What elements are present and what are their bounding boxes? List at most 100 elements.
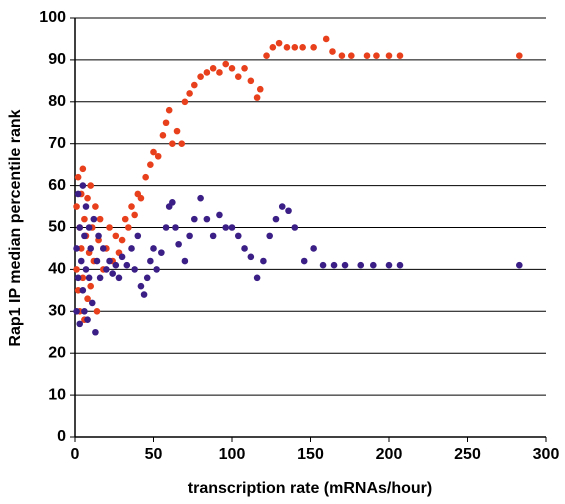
y-tick-label: 60 [48,177,66,194]
point [118,236,126,244]
point [74,190,82,198]
point [158,249,165,256]
point [291,44,299,51]
point [197,194,204,202]
point [112,261,120,269]
point [186,90,193,97]
point [247,77,255,85]
point [154,152,162,160]
point [256,85,264,93]
y-tick-label: 20 [48,344,66,361]
point [142,173,149,181]
point [373,52,380,60]
point [162,119,170,127]
y-tick-label: 40 [48,261,66,278]
point [76,320,84,328]
point [137,282,145,290]
point [147,257,154,265]
point [123,261,131,269]
point [234,73,242,80]
point [172,224,179,231]
point [128,203,135,210]
point [150,148,157,156]
point [106,224,113,231]
point [341,261,349,269]
point [85,224,93,231]
point [131,211,138,219]
point [79,287,87,294]
point [165,106,173,114]
point [216,211,223,219]
x-tick-label: 250 [454,446,481,463]
point [253,274,261,282]
point [197,73,204,80]
point [159,132,167,139]
point [143,274,151,282]
point [112,232,120,240]
point [73,266,80,273]
point [134,232,142,240]
point [74,287,82,294]
point [137,194,145,202]
point [128,245,135,252]
x-tick-label: 150 [297,446,324,463]
point [263,52,270,60]
point [203,215,211,223]
point [88,299,96,307]
point [310,245,317,252]
point [322,35,330,43]
point [99,245,107,252]
point [348,52,355,60]
point [118,253,126,261]
point [181,257,189,265]
point [87,245,94,252]
point [338,52,346,60]
point [121,215,129,223]
point [285,207,292,215]
point [140,291,148,298]
point [357,261,365,269]
point [178,140,186,147]
point [396,52,404,60]
point [370,261,377,269]
x-axis-label: transcription rate (mRNAs/hour) [188,480,432,497]
y-tick-label: 0 [57,428,66,445]
y-tick-label: 50 [48,219,66,236]
point [175,240,182,248]
point [310,44,317,51]
point [84,194,91,202]
point [266,232,273,240]
point [92,203,99,210]
point [516,52,523,60]
x-tick-label: 50 [145,446,163,463]
point [385,261,393,269]
point [93,257,101,265]
point [92,328,99,336]
point [222,60,230,68]
point [96,274,104,282]
point [82,203,90,210]
point [385,52,393,60]
point [77,245,85,252]
point [234,232,242,240]
point [329,48,336,55]
point [247,253,255,261]
point [131,266,138,273]
point [181,98,189,106]
point [85,274,93,282]
point [363,52,371,60]
point [300,257,308,265]
point [74,173,82,181]
point [95,232,102,240]
point [216,69,223,76]
point [109,270,116,277]
point [203,69,211,76]
point [260,257,267,265]
point [299,44,306,51]
point [396,261,404,269]
point [162,224,170,231]
point [169,199,176,206]
point [283,44,291,51]
point [241,245,248,252]
